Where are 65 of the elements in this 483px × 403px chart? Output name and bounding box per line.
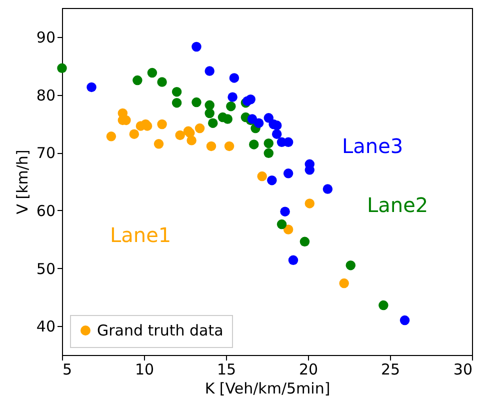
x-tick-label: 20 [298, 360, 318, 378]
point [172, 86, 182, 97]
y-axis-title: V [km/h] [13, 150, 32, 214]
point [400, 315, 410, 326]
point [283, 224, 294, 234]
point [192, 97, 202, 108]
point [322, 184, 333, 194]
point [267, 175, 277, 186]
x-tick-label: 30 [453, 360, 472, 378]
point [192, 42, 202, 52]
legend-label: Grand truth data [97, 322, 224, 340]
point [288, 255, 298, 266]
point [157, 119, 167, 130]
annotation: Lane3 [342, 134, 404, 158]
point [264, 148, 274, 158]
point [208, 118, 218, 128]
point [254, 118, 264, 128]
point [346, 260, 356, 270]
x-tick-label: 5 [62, 360, 72, 378]
y-tick-label: 80 [36, 86, 56, 104]
point [276, 219, 287, 230]
point [175, 130, 185, 140]
point [246, 94, 256, 104]
x-tick-label: 15 [216, 360, 236, 378]
x-tick-label: 25 [380, 360, 400, 378]
point [57, 63, 67, 74]
y-tick-label: 50 [36, 260, 56, 278]
point [283, 168, 294, 178]
point [172, 98, 182, 108]
point [224, 141, 234, 152]
point [157, 77, 167, 87]
point [106, 132, 116, 142]
point [339, 278, 349, 288]
y-tick-label: 60 [36, 202, 56, 220]
point [132, 75, 142, 86]
y-tick-label: 40 [36, 318, 56, 336]
point [304, 198, 315, 208]
point [204, 100, 214, 110]
point [194, 123, 205, 134]
point [264, 138, 274, 148]
point [204, 108, 214, 118]
point [226, 101, 236, 112]
point [264, 113, 274, 123]
point [129, 129, 140, 139]
x-axis-title: K [Veh/km/5min] [204, 380, 330, 398]
point [249, 140, 259, 150]
point [206, 141, 216, 152]
point [229, 73, 240, 83]
point [154, 139, 164, 149]
point [257, 171, 267, 182]
point [378, 300, 388, 310]
point [228, 92, 238, 102]
point [280, 206, 290, 216]
point [204, 66, 214, 76]
y-tick-label: 70 [36, 144, 56, 162]
annotation: Lane2 [367, 193, 428, 217]
x-tick-label: 10 [134, 360, 154, 378]
y-tick-label: 90 [36, 28, 56, 46]
annotation: Lane1 [110, 223, 172, 247]
point [186, 136, 196, 146]
point [272, 129, 282, 139]
point [222, 114, 233, 124]
point [300, 236, 310, 247]
point [86, 82, 96, 92]
point [147, 68, 158, 78]
